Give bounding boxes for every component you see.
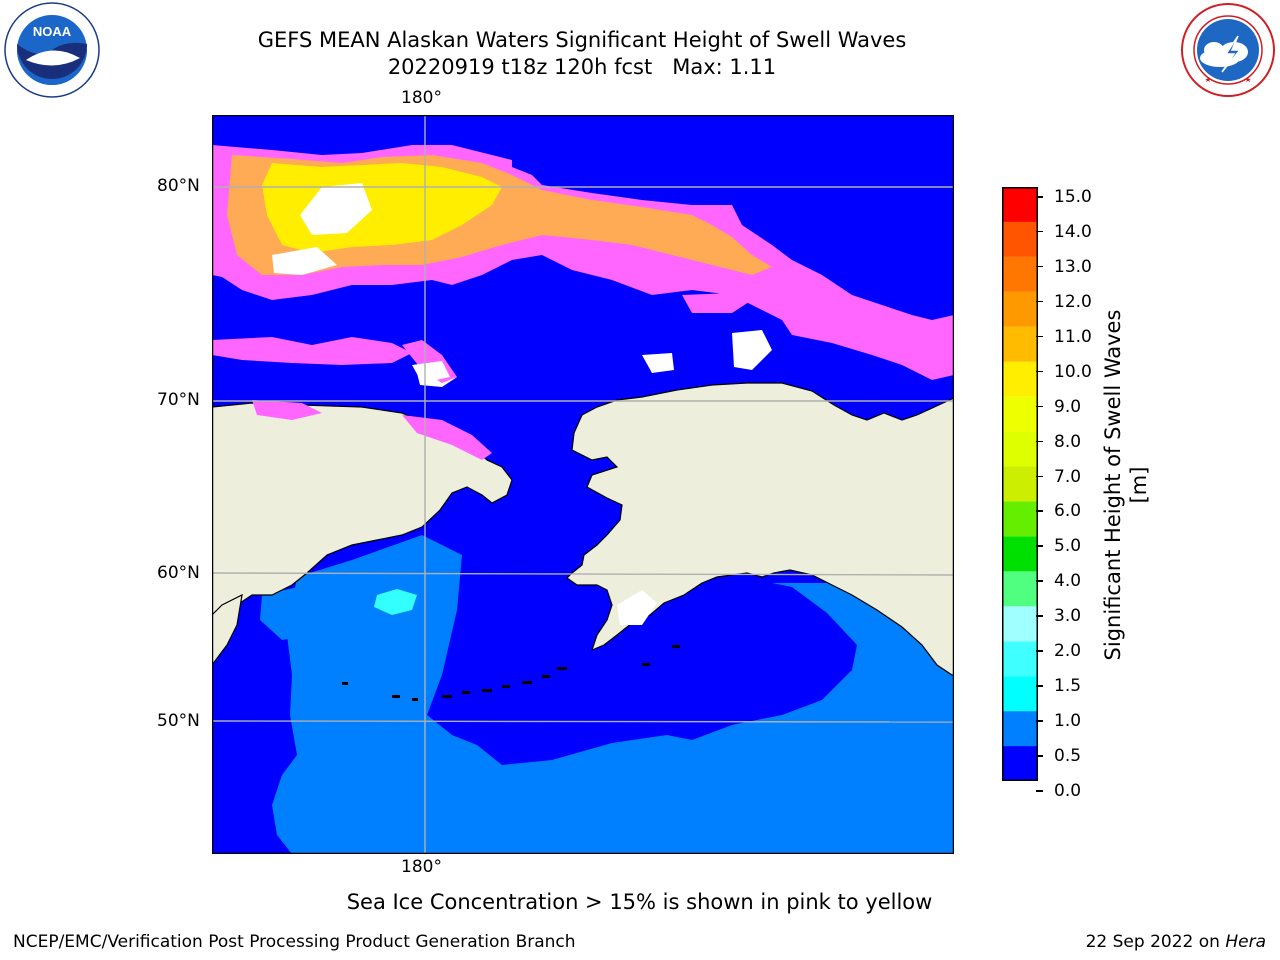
colorbar-tick [1036, 790, 1043, 792]
colorbar-band [1002, 291, 1038, 327]
colorbar-tick-label: 7.0 [1054, 466, 1082, 487]
footer-date: 22 Sep 2022 on Hera [1086, 932, 1266, 952]
colorbar-tick-label: 13.0 [1054, 256, 1092, 277]
swell-zone-light-patch [260, 585, 312, 640]
lon-label-top: 180° [401, 88, 442, 108]
noaa-logo: NOAA [2, 2, 102, 98]
land-alaska [566, 382, 954, 676]
footer-host: Hera [1225, 932, 1266, 952]
colorbar-tick-label: 14.0 [1054, 221, 1092, 242]
colorbar-tick-label: 0.5 [1054, 746, 1082, 767]
colorbar-tick [1036, 230, 1043, 233]
footer-credit: NCEP/EMC/Verification Post Processing Pr… [13, 932, 576, 952]
colorbar-tick [1036, 300, 1043, 303]
colorbar-border [1002, 187, 1038, 781]
nws-logo [1178, 2, 1278, 98]
colorbar-band [1002, 501, 1038, 537]
colorbar-band [1002, 571, 1038, 607]
colorbar-band [1002, 676, 1038, 712]
lon-label-bottom: 180° [401, 857, 442, 877]
land-kamchatka [212, 593, 243, 666]
colorbar-tick-label: 6.0 [1054, 501, 1082, 522]
colorbar-tick-label: 3.0 [1054, 606, 1082, 627]
lat-label-70: 70°N [157, 390, 200, 410]
colorbar-tick-label: 0.0 [1054, 781, 1082, 801]
colorbar-band [1002, 256, 1038, 292]
colorbar-band [1002, 361, 1038, 397]
chart-subtitle: 20220919 t18z 120h fcst Max: 1.11 [387, 55, 777, 79]
colorbar-tick [1036, 650, 1043, 652]
colorbar [1002, 187, 1038, 781]
colorbar-tick [1036, 685, 1043, 687]
colorbar-tick-label: 9.0 [1054, 396, 1082, 417]
colorbar-band [1002, 187, 1038, 222]
colorbar-tick-label: 11.0 [1054, 326, 1092, 347]
lat-label-50: 50°N [157, 711, 200, 731]
colorbar-band [1002, 431, 1038, 467]
colorbar-tick-label: 15.0 [1054, 187, 1092, 207]
colorbar-tick [1036, 196, 1043, 198]
lat-label-60: 60°N [157, 563, 200, 583]
colorbar-tick-label: 8.0 [1054, 431, 1082, 452]
colorbar-tick-label: 2.0 [1054, 641, 1082, 662]
forecast-map [212, 115, 954, 854]
colorbar-tick [1036, 545, 1043, 547]
colorbar-band [1002, 641, 1038, 677]
colorbar-tick-label: 1.0 [1054, 711, 1082, 732]
chart-title: GEFS MEAN Alaskan Waters Significant Hei… [257, 28, 907, 52]
colorbar-band [1002, 606, 1038, 642]
colorbar-tick [1036, 370, 1043, 373]
colorbar-tick-label: 10.0 [1054, 361, 1092, 382]
colorbar-tick-label: 1.5 [1054, 676, 1082, 697]
colorbar-band [1002, 221, 1038, 257]
colorbar-tick-label: 5.0 [1054, 536, 1082, 557]
colorbar-tick [1036, 615, 1043, 617]
lat-label-80: 80°N [157, 176, 200, 196]
sea-ice-note: Sea Ice Concentration > 15% is shown in … [346, 890, 933, 914]
colorbar-band [1002, 396, 1038, 432]
ice-patch-white-sib [412, 361, 450, 383]
swell-zone-light [272, 535, 954, 854]
noaa-logo-text: NOAA [33, 24, 72, 39]
colorbar-tick [1036, 440, 1043, 443]
colorbar-tick [1036, 580, 1043, 582]
colorbar-band [1002, 746, 1038, 781]
aleutian-islands [342, 645, 680, 701]
footer-date-text: 22 Sep 2022 on [1085, 932, 1226, 952]
graticule [212, 115, 954, 854]
colorbar-tick [1036, 475, 1043, 478]
colorbar-band [1002, 711, 1038, 747]
colorbar-tick [1036, 755, 1043, 757]
colorbar-band [1002, 536, 1038, 572]
colorbar-tick [1036, 405, 1043, 408]
colorbar-tick-labels: 15.0 14.0 13.0 12.0 11.0 10.0 9.0 8.0 7.0 6.0 5.0 4… [1036, 180, 1096, 801]
colorbar-band [1002, 326, 1038, 362]
swell-zone-cyan-patch [374, 589, 417, 615]
colorbar-title: Significant Height of Swell Waves [m] [1101, 309, 1151, 661]
colorbar-tick-label: 4.0 [1054, 571, 1082, 592]
colorbar-band [1002, 466, 1038, 502]
colorbar-tick-label: 12.0 [1054, 291, 1092, 312]
colorbar-tick [1036, 265, 1043, 268]
colorbar-tick [1036, 720, 1043, 722]
colorbar-tick [1036, 510, 1043, 512]
colorbar-tick [1036, 335, 1043, 338]
